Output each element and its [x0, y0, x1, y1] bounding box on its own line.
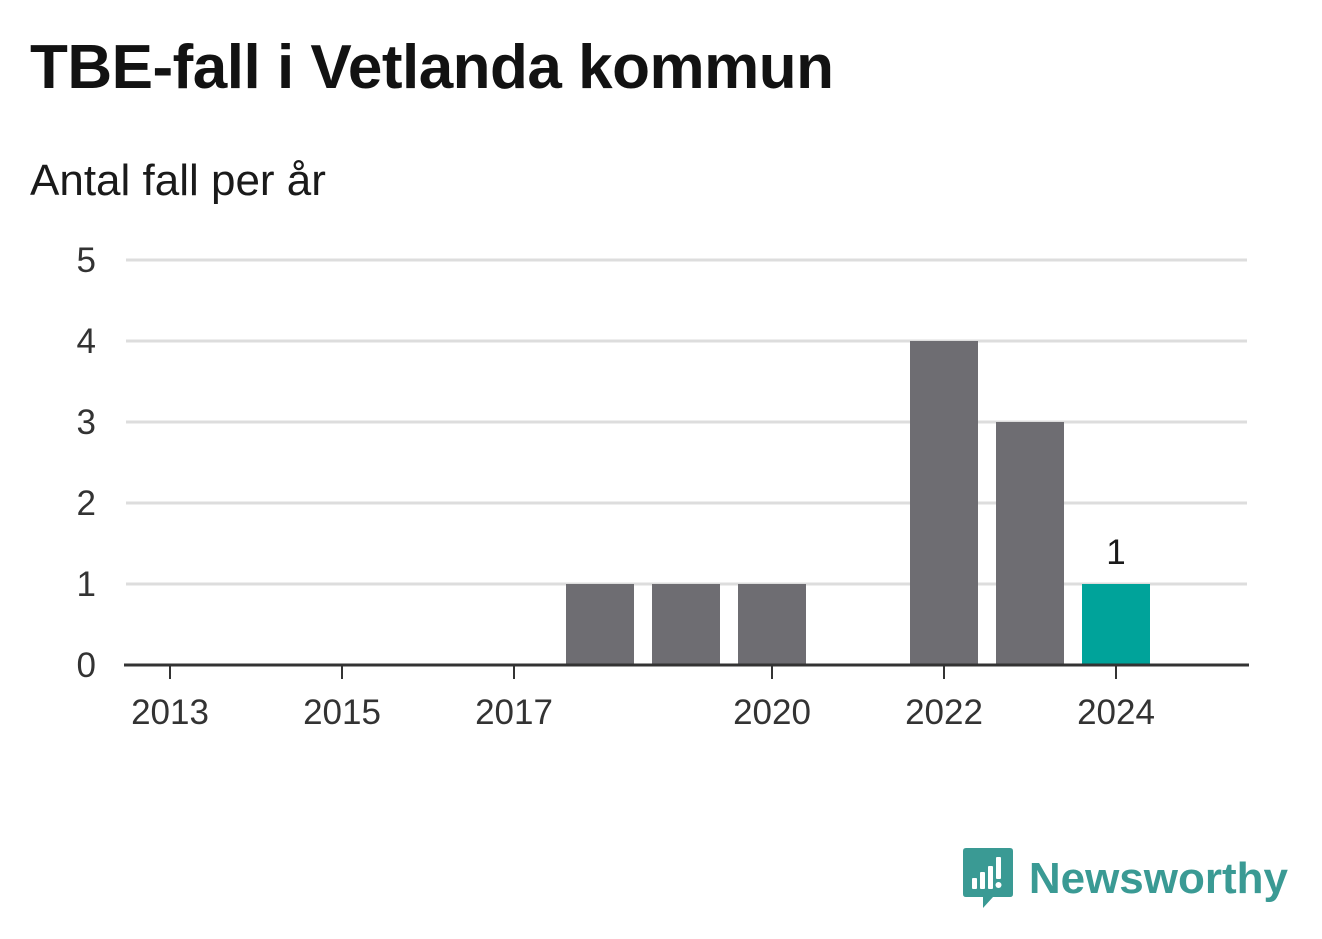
x-tick-label: 2013 — [131, 693, 209, 732]
newsworthy-logo-icon — [962, 848, 1013, 908]
x-tick-label: 2017 — [475, 693, 553, 732]
x-tick-label: 2024 — [1077, 693, 1155, 732]
bar-2019 — [652, 584, 720, 665]
chart-title: TBE-fall i Vetlanda kommun — [30, 33, 834, 102]
x-tick-label: 2015 — [303, 693, 381, 732]
x-tick-label: 2022 — [905, 693, 983, 732]
y-tick-label: 3 — [77, 403, 96, 442]
data-label: 1 — [1106, 533, 1125, 572]
bar-2022 — [910, 341, 978, 665]
bar-2024 — [1082, 584, 1150, 665]
brand-name: Newsworthy — [1028, 854, 1288, 903]
bar-2020 — [738, 584, 806, 665]
y-tick-label: 4 — [77, 322, 96, 361]
bar-2023 — [996, 422, 1064, 665]
y-tick-label: 0 — [77, 646, 96, 685]
bar-2018 — [566, 584, 634, 665]
x-tick-label: 2020 — [733, 693, 811, 732]
brand: Newsworthy — [962, 848, 1288, 910]
y-tick-label: 1 — [77, 565, 96, 604]
chart-subtitle: Antal fall per år — [30, 156, 326, 205]
y-tick-label: 2 — [77, 484, 96, 523]
y-tick-label: 5 — [77, 241, 96, 280]
bar-chart: 0 1 2 3 4 5 2013 2015 2017 2020 2022 2024 1 — [77, 241, 1249, 732]
